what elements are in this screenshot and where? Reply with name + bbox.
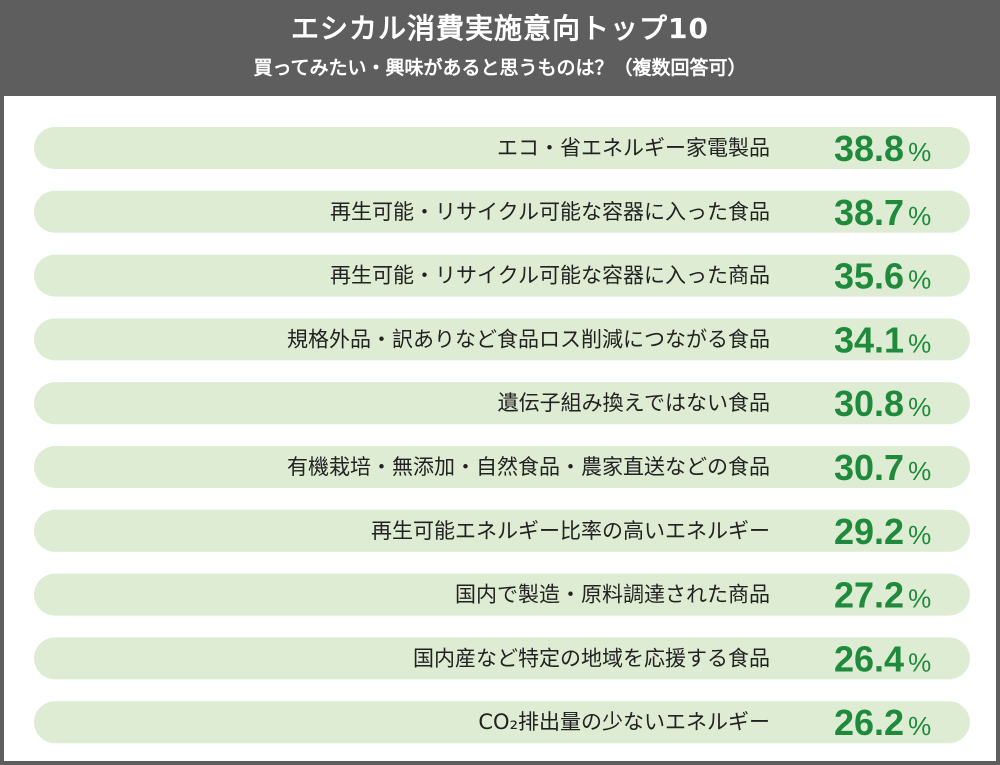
row-label: 国内産など特定の地域を応援する食品 [413,646,770,670]
row-background [34,701,970,744]
chart-subtitle: 買ってみたい・興味があると思うものは？（複数回答可） [253,57,747,79]
value-number: 26.4 [834,638,904,679]
value-unit: % [908,520,931,550]
value-unit: % [908,265,931,295]
ranking-row: 遺伝子組み換えではない食品 30.8% [34,382,970,425]
row-background [34,573,970,616]
row-value: 26.2% [834,702,931,743]
row-label: CO₂排出量の少ないエネルギー [478,710,770,734]
ranking-list: エコ・省エネルギー家電製品 38.8 % 再生可能・リサイクル可能な容器に入った食品 3… [34,127,970,744]
value-number: 30.7 [834,447,904,488]
chart-header: エシカル消費実施意向トップ10 買ってみたい・興味があると思うものは？（複数回答… [4,4,996,96]
ranking-row: 有機栽培・無添加・自然食品・農家直送などの食品 30.7% [34,446,970,488]
row-value: 29.2% [834,511,931,552]
value-number: 27.2 [834,575,904,616]
row-background [34,254,970,297]
ranking-row: 再生可能・リサイクル可能な容器に入った食品 38.7% [34,190,970,233]
row-label: 国内で製造・原料調達された商品 [455,583,770,607]
row-value: 27.2% [834,575,931,616]
row-value: 38.8% [834,128,931,169]
value-unit: % [908,392,931,422]
value-number: 26.2 [834,702,904,743]
value-number: 29.2 [834,511,904,552]
row-label: エコ・省エネルギー家電製品 [497,136,770,160]
row-label: 再生可能エネルギー比率の高いエネルギー [371,519,770,543]
value-number: 34.1 [834,319,904,360]
ranking-row: 国内で製造・原料調達された商品 27.2% [34,573,970,616]
row-background [34,318,970,361]
row-value: 30.8% [834,383,931,424]
row-background [34,446,970,488]
row-label: 再生可能・リサイクル可能な容器に入った商品 [330,264,770,288]
value-number: 38.7 [834,192,904,233]
ranking-row: 再生可能エネルギー比率の高いエネルギー 29.2% [34,509,970,552]
row-value: 38.7% [834,192,931,233]
row-label: 規格外品・訳ありなど食品ロス削減につながる食品 [287,327,770,351]
value-unit: % [908,456,931,486]
value-unit: % [908,201,931,231]
row-label: 有機栽培・無添加・自然食品・農家直送などの食品 [287,455,770,479]
value-unit: % [908,328,931,358]
row-value: 35.6% [834,256,931,297]
row-label: 遺伝子組み換えではない食品 [498,391,770,415]
ranking-row: エコ・省エネルギー家電製品 38.8% [34,127,970,169]
row-background [34,190,970,233]
row-label: 再生可能・リサイクル可能な容器に入った食品 [330,200,770,224]
chart-title: エシカル消費実施意向トップ10 [291,12,709,45]
row-background [34,509,970,552]
ranking-row: 国内産など特定の地域を応援する食品 26.4% [34,637,970,680]
value-unit: % [908,647,931,677]
ranking-row: 規格外品・訳ありなど食品ロス削減につながる食品 34.1% [34,318,970,361]
row-background [34,127,970,169]
value-unit: % [908,711,931,741]
value-unit: % [908,137,931,167]
row-value: 30.7% [834,447,931,488]
value-number: 35.6 [834,256,904,297]
ranking-row: CO₂排出量の少ないエネルギー 26.2% [34,701,970,744]
row-value: 34.1% [834,319,931,360]
value-unit: % [908,584,931,614]
value-number: 30.8 [834,383,904,424]
row-background [34,637,970,680]
row-value: 26.4% [834,638,931,679]
row-background [34,382,970,425]
ranking-row: 再生可能・リサイクル可能な容器に入った商品 35.6% [34,254,970,297]
value-number: 38.8 [834,128,904,169]
